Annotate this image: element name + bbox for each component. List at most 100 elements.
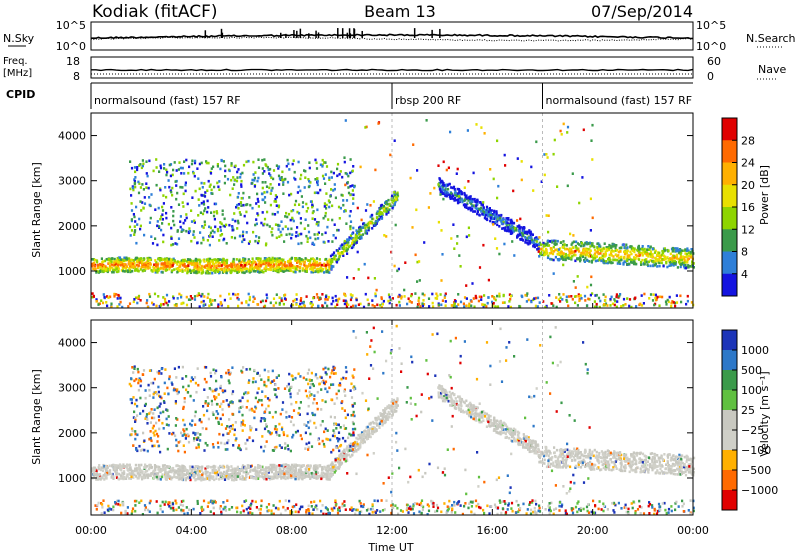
range-gate-cell [388,204,391,207]
range-gate-cell [321,293,324,296]
range-gate-cell [231,226,234,229]
range-gate-cell [129,187,132,191]
range-gate-cell [170,237,173,240]
range-gate-cell [343,242,346,246]
range-gate-cell [327,259,330,263]
range-gate-cell [145,172,148,175]
range-gate-cell [598,248,601,252]
range-gate-cell [219,294,222,298]
range-gate-cell [179,220,182,223]
range-gate-cell [380,297,383,301]
range-gate-cell [574,449,577,452]
range-gate-cell [216,229,220,233]
range-gate-cell [529,450,532,453]
range-gate-cell [449,197,452,200]
range-gate-cell [538,255,541,258]
range-gate-cell [566,131,569,134]
range-gate-cell [351,232,354,235]
range-gate-cell [141,164,144,168]
range-gate-cell [216,473,220,477]
range-gate-cell [347,186,350,189]
y-tick-label: 2000 [58,220,86,233]
range-gate-cell [658,256,661,259]
range-gate-cell [601,254,604,258]
range-gate-cell [310,270,313,274]
range-gate-cell [314,260,317,263]
range-gate-cell [247,303,250,307]
range-gate-cell [498,225,501,228]
range-gate-cell [478,295,481,299]
range-gate-cell [444,188,447,191]
range-gate-cell [331,240,334,243]
range-gate-cell [172,210,175,213]
range-gate-cell [335,249,338,252]
range-gate-cell [315,191,318,194]
range-gate-cell [221,267,224,271]
range-gate-cell [351,241,354,245]
range-gate-cell [588,455,592,458]
range-gate-cell [467,304,470,308]
range-gate-cell [508,436,511,440]
range-gate-cell [142,162,145,166]
range-gate-cell [213,210,216,214]
range-gate-cell [193,295,197,298]
range-gate-cell [143,269,146,272]
range-gate-cell [640,460,643,463]
range-gate-cell [600,259,603,263]
range-gate-cell [328,261,331,265]
range-gate-cell [571,246,574,249]
range-gate-cell [198,258,201,262]
range-gate-cell [338,252,341,256]
range-gate-cell [492,302,495,305]
range-gate-cell [543,462,546,465]
range-gate-cell [125,258,128,261]
range-gate-cell [670,263,673,266]
range-gate-cell [253,176,256,180]
range-gate-cell [384,206,387,210]
range-gate-cell [103,264,106,268]
range-gate-cell [485,425,488,428]
range-gate-cell [444,191,447,194]
range-gate-cell [298,203,301,206]
range-gate-cell [113,261,116,265]
range-gate-cell [215,264,218,268]
range-gate-cell [169,265,172,268]
range-gate-cell [170,190,173,194]
range-gate-cell [453,305,456,309]
range-gate-cell [545,304,548,308]
range-gate-cell [667,259,670,262]
range-gate-cell [305,270,308,273]
range-gate-cell [209,266,212,269]
range-gate-cell [328,205,331,209]
range-gate-cell [684,248,687,251]
range-gate-cell [145,186,148,189]
range-gate-cell [578,250,581,253]
range-gate-cell [200,201,203,205]
range-gate-cell [623,260,626,263]
range-gate-cell [196,241,199,245]
range-gate-cell [442,395,446,398]
range-gate-cell [309,302,312,305]
range-gate-cell [546,156,549,159]
range-gate-cell [375,222,378,225]
range-gate-cell [171,269,174,272]
range-gate-cell [324,173,327,176]
range-gate-cell [453,302,456,305]
range-gate-cell [343,455,346,458]
range-gate-cell [211,271,214,275]
range-gate-cell [467,226,470,230]
range-gate-cell [666,298,669,302]
range-gate-cell [215,266,218,270]
range-gate-cell [324,211,327,215]
range-gate-cell [237,207,240,210]
range-gate-cell [172,295,175,298]
range-gate-cell [256,266,259,270]
range-gate-cell [488,207,491,210]
range-gate-cell [642,302,645,305]
range-gate-cell [503,301,506,304]
range-gate-cell [496,139,499,143]
range-gate-cell [264,266,267,269]
range-gate-cell [610,254,613,257]
range-gate-cell [555,242,558,246]
